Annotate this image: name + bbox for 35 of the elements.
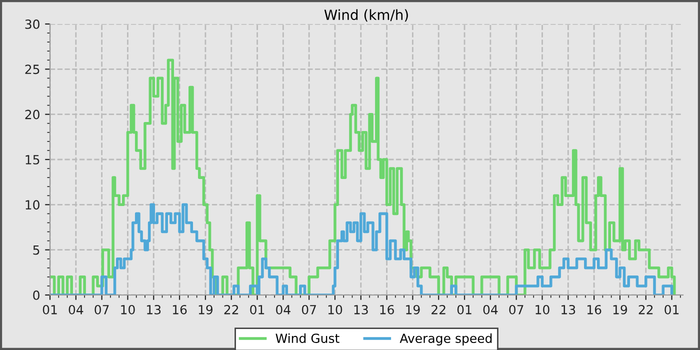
y-tick-label: 25 [25,64,40,74]
x-tick-label: 04 [483,304,498,314]
x-tick-label: 07 [94,304,109,314]
x-tick-label: 16 [587,304,602,314]
y-tick-label: 0 [33,290,40,300]
x-tick-label: 16 [172,304,187,314]
y-tick-label: 15 [26,155,40,164]
x-tick-label: 19 [613,304,628,314]
y-tick-label: 20 [25,110,40,120]
x-tick-label: 22 [638,304,653,314]
y-tick-label: 5 [33,245,40,255]
x-tick-label: 04 [68,304,84,314]
x-tick-label: 19 [198,304,213,314]
x-tick-label: 22 [432,304,446,314]
x-tick-label: 19 [406,304,420,314]
legend-label: Wind Gust [276,333,340,344]
x-tick-label: 13 [147,304,161,314]
legend-label: Average speed [400,333,492,346]
x-tick-label: 22 [224,304,238,314]
x-tick-label: 10 [536,304,550,314]
x-tick-label: 13 [354,304,368,314]
x-tick-label: 01 [250,304,264,314]
chart-title: Wind (km/h) [324,9,408,22]
x-tick-label: 01 [664,304,679,314]
x-tick-label: 01 [457,304,472,314]
x-tick-label: 07 [509,304,524,314]
x-tick-label: 16 [380,304,394,314]
y-tick-label: 30 [25,19,40,29]
x-tick-label: 07 [302,304,316,314]
x-tick-label: 04 [276,304,290,314]
x-tick-label: 01 [42,304,57,314]
x-tick-label: 10 [121,304,135,314]
x-tick-label: 10 [328,304,342,314]
y-tick-label: 10 [26,200,40,210]
x-tick-label: 13 [562,304,576,314]
